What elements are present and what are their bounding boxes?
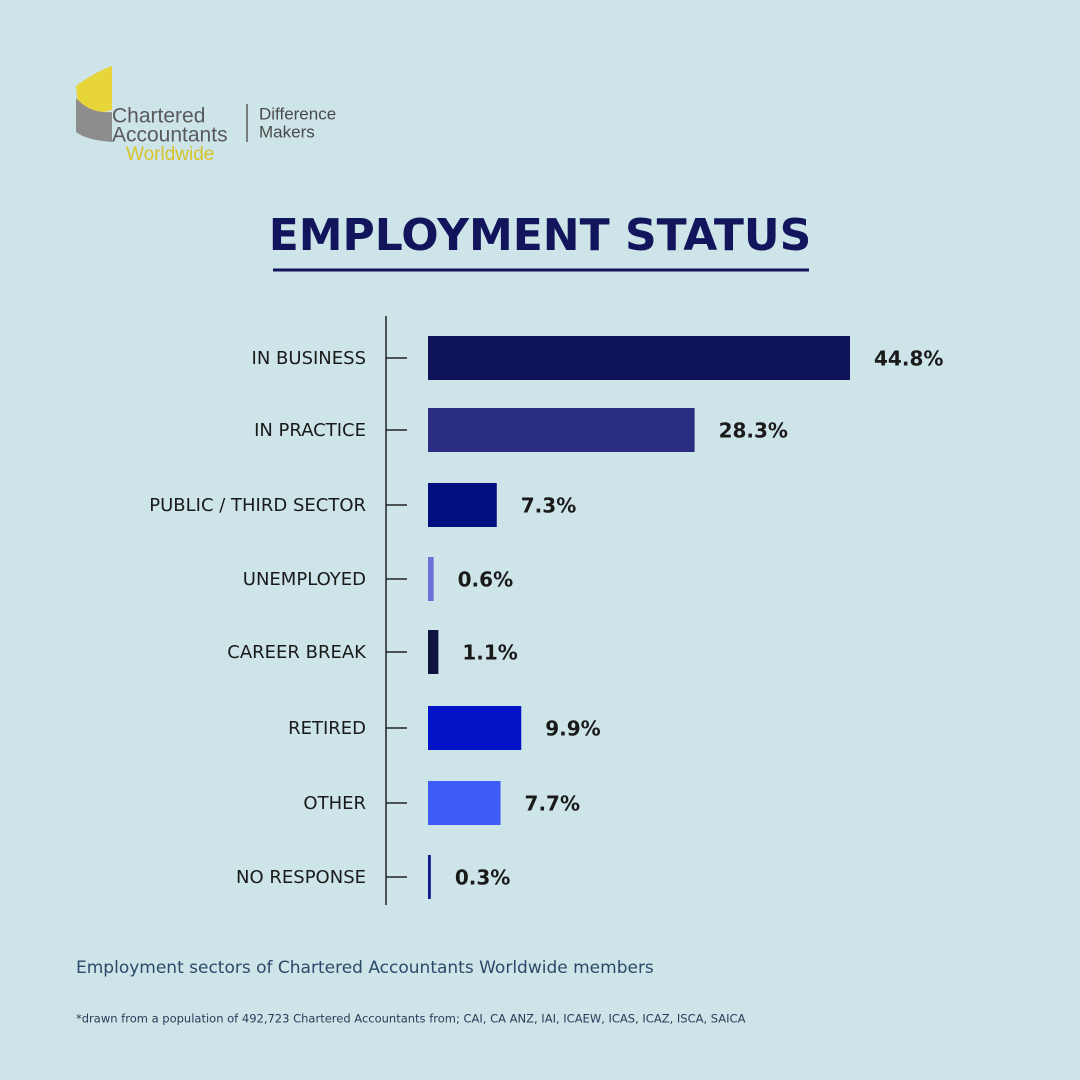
data-label: 28.3% bbox=[719, 419, 788, 443]
bar bbox=[428, 557, 434, 601]
bar bbox=[428, 483, 497, 527]
bar bbox=[428, 706, 522, 750]
category-label: IN BUSINESS bbox=[252, 348, 366, 369]
logo-text: Chartered bbox=[112, 105, 205, 128]
logo: Chartered Accountants Worldwide Differen… bbox=[76, 66, 336, 165]
bar bbox=[428, 408, 695, 452]
caption: Employment sectors of Chartered Accounta… bbox=[76, 958, 654, 978]
data-label: 0.3% bbox=[455, 866, 510, 890]
bar bbox=[428, 630, 439, 674]
category-label: IN PRACTICE bbox=[254, 420, 366, 441]
category-label: NO RESPONSE bbox=[236, 867, 366, 888]
data-label: 9.9% bbox=[545, 717, 600, 741]
logo-mark-gray bbox=[76, 98, 112, 142]
bar bbox=[428, 855, 431, 899]
category-label: PUBLIC / THIRD SECTOR bbox=[149, 495, 366, 516]
bar bbox=[428, 781, 501, 825]
category-label: OTHER bbox=[303, 793, 366, 814]
footnote: *drawn from a population of 492,723 Char… bbox=[76, 1012, 746, 1026]
logo-text: Accountants bbox=[112, 124, 228, 147]
data-label: 7.3% bbox=[521, 494, 576, 518]
logo-tagline: Difference bbox=[259, 104, 336, 123]
category-label: CAREER BREAK bbox=[227, 642, 367, 663]
bar bbox=[428, 336, 851, 380]
data-label: 7.7% bbox=[525, 792, 580, 816]
category-label: RETIRED bbox=[288, 718, 366, 739]
logo-tagline: Makers bbox=[259, 122, 315, 141]
data-label: 1.1% bbox=[462, 641, 517, 665]
logo-text: Worldwide bbox=[126, 144, 214, 165]
data-label: 0.6% bbox=[458, 568, 513, 592]
chart-title: EMPLOYMENT STATUS bbox=[269, 210, 812, 261]
category-label: UNEMPLOYED bbox=[243, 569, 366, 590]
data-label: 44.8% bbox=[874, 347, 943, 371]
